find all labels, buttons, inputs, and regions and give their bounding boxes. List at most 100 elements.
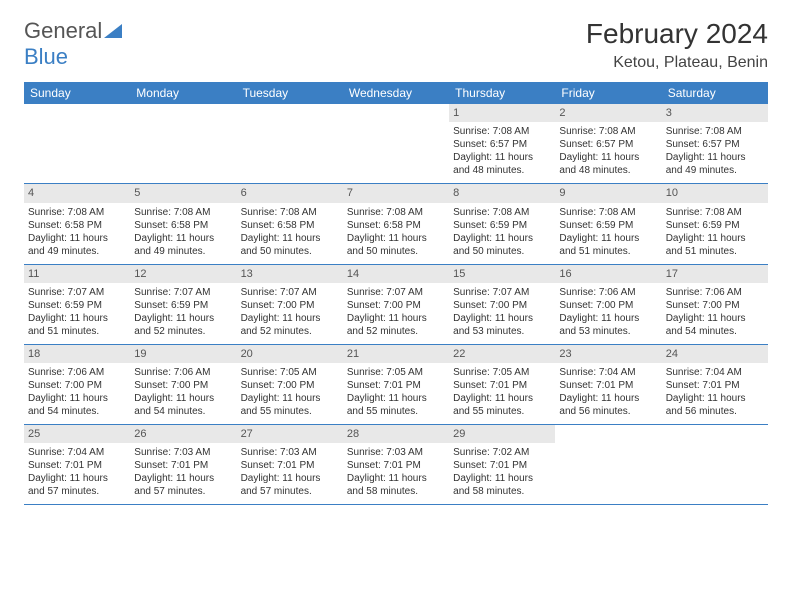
day-header-wed: Wednesday xyxy=(343,82,449,104)
sunrise-text: Sunrise: 7:08 AM xyxy=(134,206,232,219)
daylight-text: Daylight: 11 hours xyxy=(559,232,657,245)
day-number: 9 xyxy=(555,184,661,202)
sunrise-text: Sunrise: 7:08 AM xyxy=(28,206,126,219)
daylight-text: and 50 minutes. xyxy=(453,245,551,258)
sunset-text: Sunset: 6:58 PM xyxy=(28,219,126,232)
calendar-cell: 16Sunrise: 7:06 AMSunset: 7:00 PMDayligh… xyxy=(555,265,661,344)
sunrise-text: Sunrise: 7:07 AM xyxy=(134,286,232,299)
calendar-cell: 2Sunrise: 7:08 AMSunset: 6:57 PMDaylight… xyxy=(555,104,661,183)
daylight-text: Daylight: 11 hours xyxy=(347,232,445,245)
day-number: 25 xyxy=(24,425,130,443)
calendar-cell: 11Sunrise: 7:07 AMSunset: 6:59 PMDayligh… xyxy=(24,265,130,344)
day-number: 7 xyxy=(343,184,449,202)
sunrise-text: Sunrise: 7:06 AM xyxy=(28,366,126,379)
calendar-cell: 22Sunrise: 7:05 AMSunset: 7:01 PMDayligh… xyxy=(449,345,555,424)
daylight-text: Daylight: 11 hours xyxy=(134,232,232,245)
calendar-cell: 13Sunrise: 7:07 AMSunset: 7:00 PMDayligh… xyxy=(237,265,343,344)
sunrise-text: Sunrise: 7:08 AM xyxy=(666,125,764,138)
sunrise-text: Sunrise: 7:05 AM xyxy=(241,366,339,379)
daylight-text: Daylight: 11 hours xyxy=(453,392,551,405)
daylight-text: Daylight: 11 hours xyxy=(453,472,551,485)
sunset-text: Sunset: 7:01 PM xyxy=(347,459,445,472)
logo-part2: Blue xyxy=(24,44,68,69)
sunrise-text: Sunrise: 7:05 AM xyxy=(347,366,445,379)
daylight-text: Daylight: 11 hours xyxy=(666,312,764,325)
daylight-text: Daylight: 11 hours xyxy=(241,392,339,405)
daylight-text: Daylight: 11 hours xyxy=(666,392,764,405)
daylight-text: and 57 minutes. xyxy=(241,485,339,498)
sunrise-text: Sunrise: 7:07 AM xyxy=(347,286,445,299)
day-number: 23 xyxy=(555,345,661,363)
logo-triangle-icon xyxy=(104,24,122,43)
sunset-text: Sunset: 7:00 PM xyxy=(28,379,126,392)
sunrise-text: Sunrise: 7:08 AM xyxy=(241,206,339,219)
sunset-text: Sunset: 7:00 PM xyxy=(347,299,445,312)
calendar-cell: 29Sunrise: 7:02 AMSunset: 7:01 PMDayligh… xyxy=(449,425,555,504)
sunrise-text: Sunrise: 7:03 AM xyxy=(347,446,445,459)
weeks-container: ....1Sunrise: 7:08 AMSunset: 6:57 PMDayl… xyxy=(24,104,768,505)
calendar-cell: 23Sunrise: 7:04 AMSunset: 7:01 PMDayligh… xyxy=(555,345,661,424)
day-number: 27 xyxy=(237,425,343,443)
calendar-cell: 27Sunrise: 7:03 AMSunset: 7:01 PMDayligh… xyxy=(237,425,343,504)
daylight-text: and 50 minutes. xyxy=(241,245,339,258)
sunrise-text: Sunrise: 7:06 AM xyxy=(666,286,764,299)
sunset-text: Sunset: 7:00 PM xyxy=(453,299,551,312)
logo-text: General Blue xyxy=(24,18,122,70)
sunrise-text: Sunrise: 7:07 AM xyxy=(28,286,126,299)
daylight-text: Daylight: 11 hours xyxy=(347,472,445,485)
daylight-text: and 57 minutes. xyxy=(134,485,232,498)
sunset-text: Sunset: 6:59 PM xyxy=(666,219,764,232)
calendar-cell: 1Sunrise: 7:08 AMSunset: 6:57 PMDaylight… xyxy=(449,104,555,183)
day-number: 10 xyxy=(662,184,768,202)
day-number: 6 xyxy=(237,184,343,202)
calendar-cell: . xyxy=(24,104,130,183)
daylight-text: Daylight: 11 hours xyxy=(559,312,657,325)
daylight-text: Daylight: 11 hours xyxy=(559,392,657,405)
daylight-text: and 58 minutes. xyxy=(347,485,445,498)
calendar: Sunday Monday Tuesday Wednesday Thursday… xyxy=(24,82,768,505)
calendar-cell: 15Sunrise: 7:07 AMSunset: 7:00 PMDayligh… xyxy=(449,265,555,344)
sunset-text: Sunset: 6:57 PM xyxy=(559,138,657,151)
daylight-text: and 55 minutes. xyxy=(347,405,445,418)
day-header-mon: Monday xyxy=(130,82,236,104)
daylight-text: and 52 minutes. xyxy=(134,325,232,338)
day-header-thu: Thursday xyxy=(449,82,555,104)
sunrise-text: Sunrise: 7:04 AM xyxy=(28,446,126,459)
sunrise-text: Sunrise: 7:06 AM xyxy=(134,366,232,379)
calendar-cell: 28Sunrise: 7:03 AMSunset: 7:01 PMDayligh… xyxy=(343,425,449,504)
day-number: 15 xyxy=(449,265,555,283)
daylight-text: Daylight: 11 hours xyxy=(453,232,551,245)
sunrise-text: Sunrise: 7:08 AM xyxy=(559,206,657,219)
day-number: 5 xyxy=(130,184,236,202)
daylight-text: and 57 minutes. xyxy=(28,485,126,498)
sunset-text: Sunset: 6:58 PM xyxy=(134,219,232,232)
logo: General Blue xyxy=(24,18,122,70)
daylight-text: and 56 minutes. xyxy=(559,405,657,418)
day-header-sun: Sunday xyxy=(24,82,130,104)
sunrise-text: Sunrise: 7:08 AM xyxy=(453,206,551,219)
calendar-cell: 12Sunrise: 7:07 AMSunset: 6:59 PMDayligh… xyxy=(130,265,236,344)
sunrise-text: Sunrise: 7:08 AM xyxy=(347,206,445,219)
week-row: 4Sunrise: 7:08 AMSunset: 6:58 PMDaylight… xyxy=(24,184,768,264)
sunrise-text: Sunrise: 7:06 AM xyxy=(559,286,657,299)
calendar-cell: 3Sunrise: 7:08 AMSunset: 6:57 PMDaylight… xyxy=(662,104,768,183)
calendar-cell: 14Sunrise: 7:07 AMSunset: 7:00 PMDayligh… xyxy=(343,265,449,344)
daylight-text: Daylight: 11 hours xyxy=(28,472,126,485)
calendar-cell: 7Sunrise: 7:08 AMSunset: 6:58 PMDaylight… xyxy=(343,184,449,263)
title-block: February 2024 Ketou, Plateau, Benin xyxy=(586,18,768,72)
day-number: 19 xyxy=(130,345,236,363)
calendar-cell: 9Sunrise: 7:08 AMSunset: 6:59 PMDaylight… xyxy=(555,184,661,263)
day-number: 2 xyxy=(555,104,661,122)
calendar-cell: 25 Sunrise: 7:04 AMSunset: 7:01 PMDayligh… xyxy=(24,425,130,504)
calendar-cell: 10Sunrise: 7:08 AMSunset: 6:59 PMDayligh… xyxy=(662,184,768,263)
day-header-fri: Friday xyxy=(555,82,661,104)
day-number: 17 xyxy=(662,265,768,283)
sunset-text: Sunset: 7:01 PM xyxy=(28,459,126,472)
daylight-text: and 48 minutes. xyxy=(559,164,657,177)
sunset-text: Sunset: 7:01 PM xyxy=(453,459,551,472)
sunset-text: Sunset: 7:01 PM xyxy=(666,379,764,392)
daylight-text: Daylight: 11 hours xyxy=(453,312,551,325)
daylight-text: Daylight: 11 hours xyxy=(28,312,126,325)
day-number: 3 xyxy=(662,104,768,122)
day-number: 12 xyxy=(130,265,236,283)
